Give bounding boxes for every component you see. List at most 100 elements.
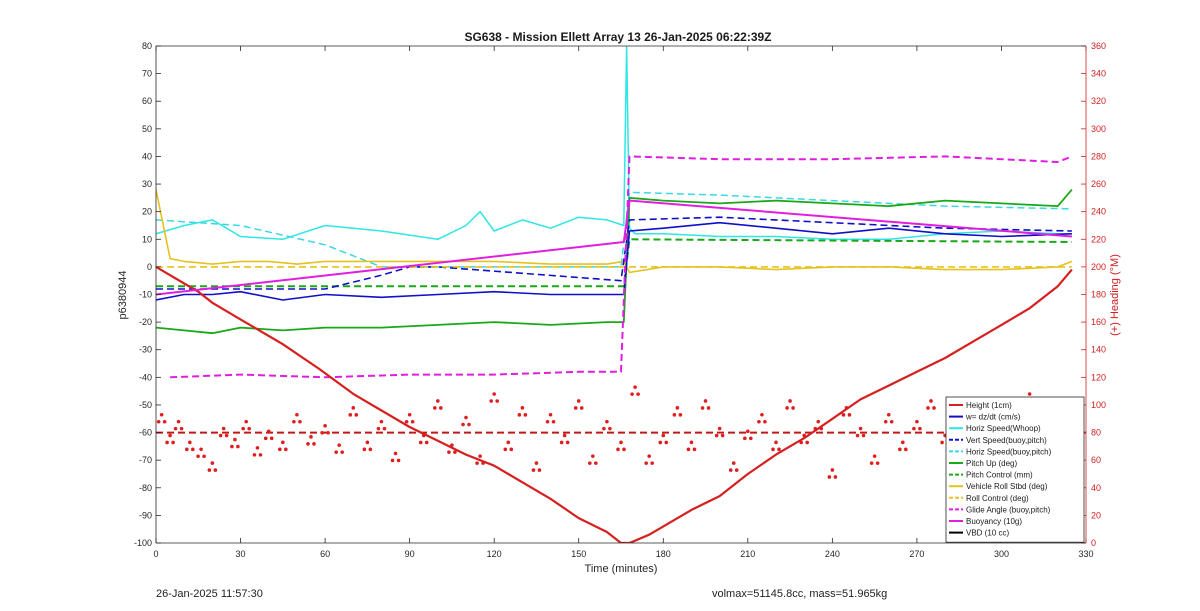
series-pitch-control-mm — [156, 238, 1072, 288]
y2-tick-label: 0 — [1091, 538, 1096, 548]
x-tick-label: 60 — [320, 549, 330, 559]
y2-tick-label: 260 — [1091, 179, 1106, 189]
x-tick-label: 150 — [571, 549, 586, 559]
y-tick-label: 40 — [142, 151, 152, 161]
heading-point — [700, 406, 705, 410]
y-tick-label: 60 — [142, 96, 152, 106]
heading-point — [233, 437, 237, 442]
heading-point — [393, 451, 398, 456]
heading-point — [889, 419, 894, 424]
x-tick-label: 300 — [994, 549, 1009, 559]
heading-point — [224, 433, 229, 438]
heading-point — [672, 413, 677, 417]
y2-tick-label: 340 — [1091, 69, 1106, 79]
axes-frame — [155, 45, 1087, 544]
heading-point — [517, 413, 522, 417]
heading-point — [918, 426, 922, 431]
heading-point — [827, 475, 832, 479]
heading-point — [348, 413, 353, 417]
heading-point — [717, 426, 722, 431]
heading-point — [179, 426, 184, 431]
heading-point — [218, 433, 223, 438]
y2-tick-label: 200 — [1091, 262, 1106, 272]
series-line-horiz-speed-whoop — [156, 46, 1072, 241]
y2-tick-label: 80 — [1091, 428, 1101, 438]
heading-point — [883, 419, 888, 424]
heading-point — [509, 447, 514, 452]
footer-summary: volmax=51145.8cc, mass=51.965kg — [712, 588, 888, 600]
y-tick-label: 10 — [142, 234, 152, 244]
x-tick-label: 30 — [236, 549, 246, 559]
heading-point — [326, 430, 330, 435]
heading-point — [424, 440, 429, 445]
heading-point — [298, 419, 302, 424]
y2-tick-label: 20 — [1091, 510, 1101, 520]
y-tick-label: -30 — [139, 345, 152, 355]
heading-point — [562, 433, 567, 438]
heading-point — [323, 423, 327, 428]
series-w-dz-dt-cm-s — [156, 221, 1072, 301]
y2-tick-label: 60 — [1091, 455, 1101, 465]
heading-point — [450, 443, 454, 447]
series-line-w-dz-dt-cm-s — [156, 221, 1072, 301]
heading-point — [816, 419, 821, 424]
x-tick-label: 270 — [909, 549, 924, 559]
heading-point — [202, 454, 206, 459]
heading-point — [185, 447, 189, 452]
heading-point — [608, 426, 612, 431]
heading-point — [266, 429, 271, 434]
heading-point — [940, 440, 944, 445]
heading-point — [196, 454, 200, 459]
heading-point — [340, 450, 344, 454]
y-tick-label: -20 — [139, 317, 152, 327]
heading-point — [252, 453, 257, 457]
heading-point — [791, 406, 795, 410]
heading-point — [926, 406, 930, 410]
heading-point — [320, 430, 324, 435]
legend-label: Pitch Control (mm) — [966, 471, 1033, 480]
series-layer — [156, 46, 1086, 543]
heading-point — [489, 399, 493, 403]
heading-point — [588, 461, 592, 465]
heading-point — [630, 392, 634, 396]
heading-point — [171, 440, 175, 445]
heading-point — [379, 419, 384, 424]
heading-point — [309, 435, 313, 439]
tick-labels: 0 30 60 90 120 150 180 210 240 270 300 330807060504… — [134, 41, 1106, 559]
y2-tick-label: 40 — [1091, 483, 1101, 493]
y-tick-label: 80 — [142, 41, 152, 51]
heading-point — [159, 412, 164, 417]
series-horiz-speed-whoop — [156, 46, 1072, 241]
heading-point — [841, 413, 846, 417]
heading-point — [236, 444, 240, 449]
heading-point — [805, 440, 809, 445]
heading-point — [576, 399, 581, 403]
heading-point — [901, 440, 905, 445]
heading-point — [207, 468, 212, 472]
heading-point — [858, 426, 863, 431]
series-height-1cm — [156, 265, 1073, 543]
series-line-vert-speed-buoy-pitch — [156, 216, 1072, 290]
heading-point — [263, 436, 268, 441]
heading-point — [785, 406, 789, 410]
heading-point — [929, 399, 933, 403]
heading-point — [661, 433, 666, 438]
heading-point — [503, 447, 508, 452]
heading-point — [686, 447, 691, 452]
y2-axis-label: (+) Heading (°M) — [1109, 254, 1121, 336]
heading-point — [520, 406, 525, 410]
heading-point — [855, 433, 860, 438]
heading-point — [904, 447, 908, 452]
heading-point — [545, 419, 550, 424]
heading-point — [734, 468, 739, 472]
heading-point — [678, 413, 683, 417]
heading-point — [404, 419, 409, 424]
heading-point — [306, 442, 310, 446]
heading-point — [433, 406, 437, 410]
series-line-pitch-control-mm — [156, 238, 1072, 288]
heading-point — [418, 440, 423, 445]
series-line-pitch-up-deg — [156, 189, 1073, 335]
heading-point — [334, 450, 338, 454]
heading-point — [447, 450, 451, 454]
heading-point — [176, 419, 181, 424]
